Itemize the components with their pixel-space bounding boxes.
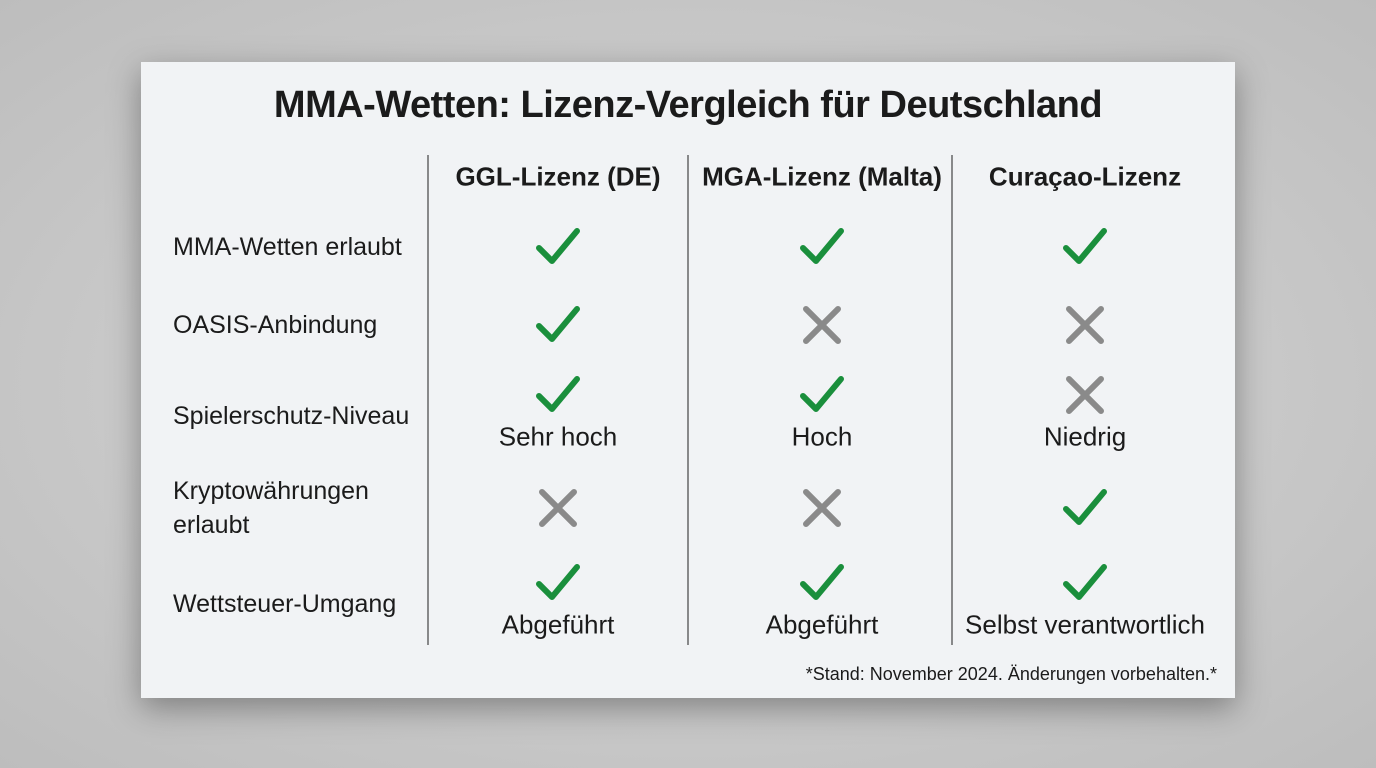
check-icon <box>536 376 580 412</box>
table-card: MMA-Wetten: Lizenz-Vergleich für Deutsch… <box>141 62 1235 698</box>
cross-icon <box>803 489 841 527</box>
cell-note: Abgeführt <box>765 609 879 640</box>
row-label: Kryptowährungen erlaubt <box>173 477 369 539</box>
cross-icon <box>539 489 577 527</box>
column-header: MGA-Lizenz (Malta) <box>702 161 942 192</box>
cross-icon <box>1066 376 1104 414</box>
column-header: Curaçao-Lizenz <box>988 161 1182 192</box>
footnote: *Stand: November 2024. Änderungen vorbeh… <box>805 664 1217 684</box>
check-icon <box>536 564 580 600</box>
table-graphics <box>427 155 1107 645</box>
cell-note: Selbst verantwortlich <box>965 609 1205 640</box>
row-label: Spielerschutz-Niveau <box>173 402 410 430</box>
check-icon <box>800 564 844 600</box>
check-icon <box>800 376 844 412</box>
cross-icon <box>1066 306 1104 344</box>
row-label: MMA-Wetten erlaubt <box>173 233 402 261</box>
check-icon <box>536 306 580 342</box>
check-icon <box>1063 228 1107 264</box>
cell-note: Abgeführt <box>501 609 615 640</box>
row-label: Wettsteuer-Umgang <box>173 590 397 618</box>
cross-icon <box>803 306 841 344</box>
column-header: GGL-Lizenz (DE) <box>455 161 661 192</box>
check-icon <box>1063 489 1107 525</box>
title: MMA-Wetten: Lizenz-Vergleich für Deutsch… <box>273 84 1103 126</box>
check-icon <box>1063 564 1107 600</box>
check-icon <box>800 228 844 264</box>
cell-note: Sehr hoch <box>498 421 618 452</box>
cell-note: Hoch <box>791 421 853 452</box>
cell-note: Niedrig <box>1043 421 1127 452</box>
check-icon <box>536 228 580 264</box>
row-label: OASIS-Anbindung <box>173 311 378 339</box>
